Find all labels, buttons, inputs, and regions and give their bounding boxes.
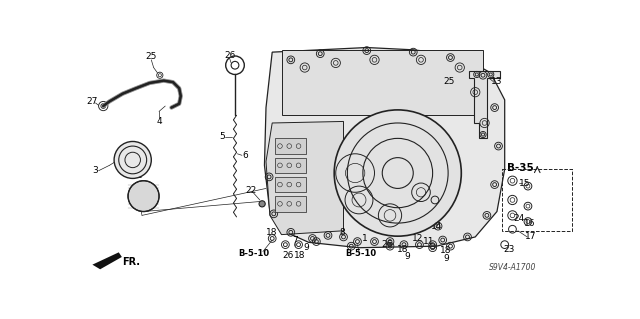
Text: 4: 4 [156, 117, 162, 126]
Text: 10: 10 [417, 220, 428, 229]
Text: 17: 17 [525, 233, 537, 241]
Text: 3: 3 [93, 166, 99, 175]
Text: 15: 15 [519, 179, 531, 188]
Text: FR.: FR. [122, 256, 140, 267]
Polygon shape [266, 122, 344, 235]
Text: 18: 18 [266, 228, 278, 237]
Text: 14: 14 [431, 222, 442, 231]
Text: 21: 21 [132, 171, 143, 180]
Polygon shape [92, 252, 122, 269]
Text: S9V4-A1700: S9V4-A1700 [489, 263, 536, 272]
Text: 26: 26 [381, 240, 392, 249]
Text: 11: 11 [423, 237, 435, 246]
Bar [502, 169, 572, 231]
Text: 25: 25 [444, 77, 454, 86]
Bar [282, 50, 483, 115]
Text: 9: 9 [303, 243, 309, 252]
Text: 25: 25 [146, 52, 157, 61]
Circle shape [259, 201, 265, 207]
Text: 23: 23 [504, 245, 515, 254]
Text: B-35: B-35 [507, 163, 534, 173]
Text: 1: 1 [362, 234, 368, 243]
Circle shape [114, 141, 151, 178]
Text: B-5-10: B-5-10 [238, 249, 269, 258]
Text: 7: 7 [292, 236, 298, 245]
Text: 12: 12 [412, 234, 424, 243]
Circle shape [128, 181, 159, 211]
Text: 22: 22 [245, 186, 256, 195]
Text: B-5-10: B-5-10 [345, 249, 376, 258]
Bar [275, 158, 307, 173]
Bar [275, 138, 307, 154]
Text: 19: 19 [417, 192, 428, 201]
Text: 27: 27 [86, 97, 98, 106]
Circle shape [334, 110, 461, 236]
Text: 16: 16 [524, 219, 535, 227]
Polygon shape [264, 48, 505, 248]
Text: 13: 13 [492, 77, 502, 86]
Polygon shape [469, 70, 500, 138]
Text: 18: 18 [294, 251, 306, 260]
Text: 5: 5 [219, 132, 225, 141]
Text: 26: 26 [282, 251, 293, 260]
Text: 2: 2 [138, 199, 143, 208]
Text: 18: 18 [397, 245, 408, 254]
Bar [275, 196, 307, 211]
Text: 18: 18 [440, 246, 452, 255]
Text: 26: 26 [224, 51, 236, 60]
Text: 20: 20 [355, 205, 366, 214]
Text: 24: 24 [513, 214, 524, 223]
Text: 6: 6 [242, 151, 248, 160]
Bar [275, 177, 307, 192]
Text: 9: 9 [443, 254, 449, 263]
Text: 8: 8 [339, 228, 345, 237]
Text: 9: 9 [404, 252, 410, 262]
